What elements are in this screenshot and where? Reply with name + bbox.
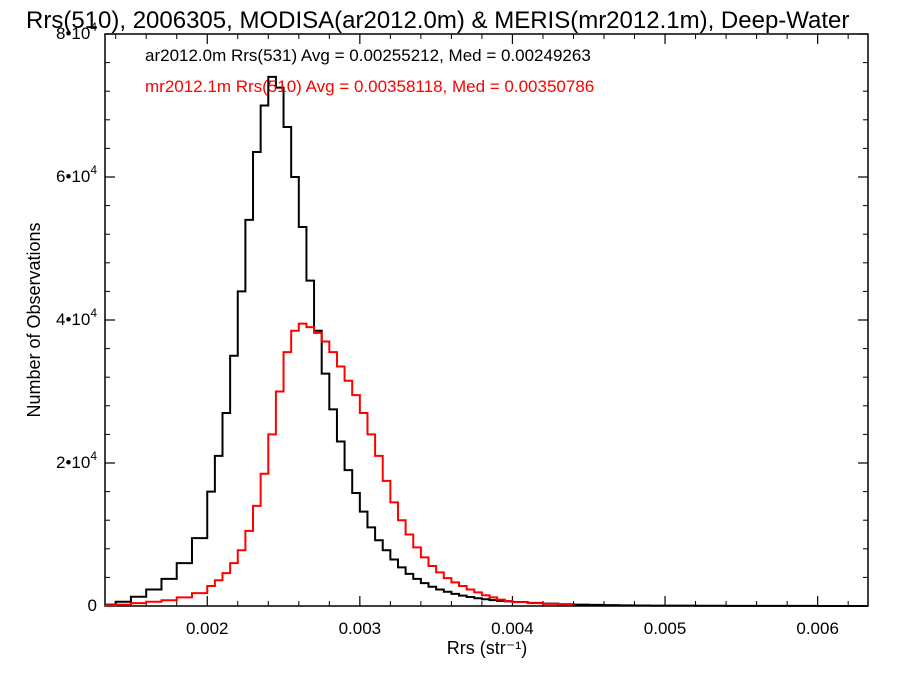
x-axis-label: Rrs (str⁻¹) bbox=[447, 638, 527, 658]
plot-frame bbox=[104, 33, 869, 607]
series-group bbox=[105, 75, 868, 607]
x-tick-label-3: 0.005 bbox=[644, 619, 687, 638]
x-tick-label-1: 0.003 bbox=[339, 619, 382, 638]
legend-entry-1: mr2012.1m Rrs(510) Avg = 0.00358118, Med… bbox=[145, 77, 594, 96]
series-line-1 bbox=[105, 322, 574, 607]
y-tick-mantissa-4: 8•10 bbox=[56, 24, 90, 43]
y-tick-exponent-4: 4 bbox=[90, 20, 97, 34]
x-tick-label-0: 0.002 bbox=[186, 619, 229, 638]
y-tick-label-4: 8•104 bbox=[56, 20, 97, 43]
y-tick-label-1: 2•104 bbox=[56, 449, 97, 472]
chart-title: Rrs(510), 2006305, MODISA(ar2012.0m) & M… bbox=[26, 7, 849, 34]
y-tick-label-3: 6•104 bbox=[56, 163, 97, 186]
legend-entry-0: ar2012.0m Rrs(531) Avg = 0.00255212, Med… bbox=[145, 46, 591, 65]
y-tick-mantissa-3: 6•10 bbox=[56, 167, 90, 186]
x-tick-label-2: 0.004 bbox=[491, 619, 534, 638]
y-tick-exponent-2: 4 bbox=[90, 306, 97, 320]
y-tick-exponent-3: 4 bbox=[90, 163, 97, 177]
y-tick-label-0: 0 bbox=[88, 596, 97, 615]
axis-ticks: 0.002 0.003 0.004 0.005 0.00602•1044•1046•10… bbox=[56, 20, 868, 638]
y-tick-mantissa-2: 4•10 bbox=[56, 310, 90, 329]
y-tick-label-2: 4•104 bbox=[56, 306, 97, 329]
y-tick-exponent-1: 4 bbox=[90, 449, 97, 463]
y-tick-mantissa-1: 2•10 bbox=[56, 453, 90, 472]
y-tick-mantissa-0: 0 bbox=[88, 596, 97, 615]
y-axis-label: Number of Observations bbox=[24, 222, 44, 417]
x-tick-label-4: 0.006 bbox=[796, 619, 839, 638]
series-line-0 bbox=[105, 75, 868, 607]
